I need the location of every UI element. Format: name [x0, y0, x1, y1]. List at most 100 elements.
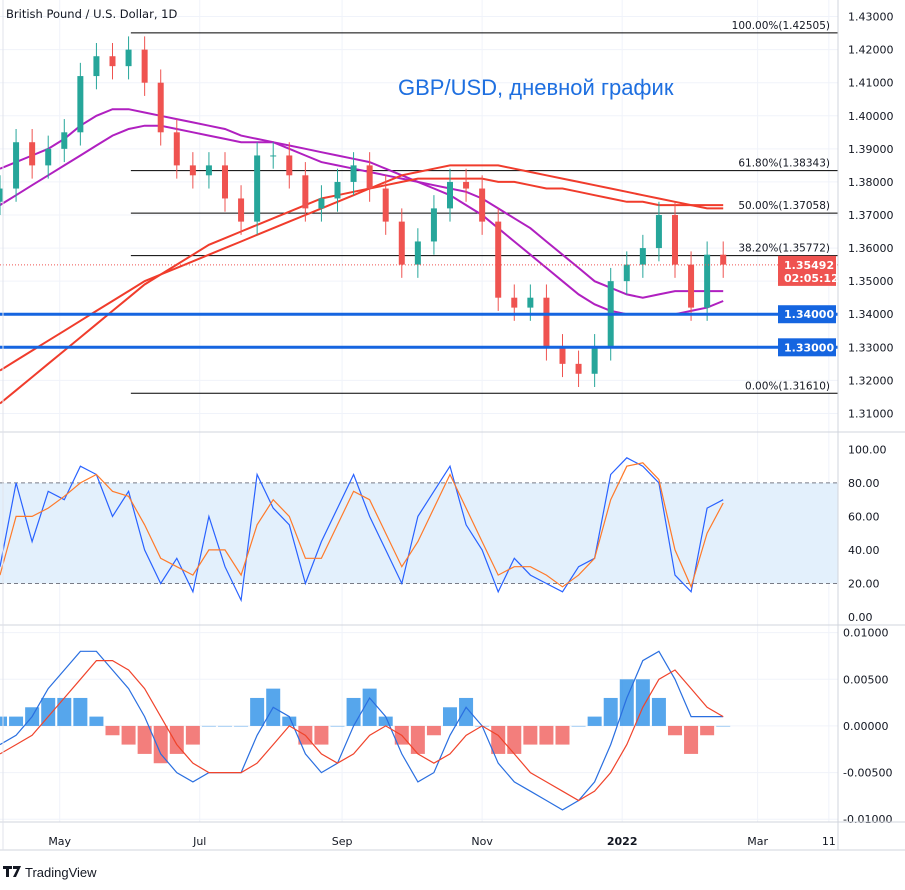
- stoch-axis-label: 0.00: [848, 611, 873, 624]
- axes[interactable]: May Jul Sep Nov 2022 Mar 11 1.43000 1.42000 1.410…: [0, 0, 905, 851]
- price-axis-label: 1.38000: [848, 176, 894, 189]
- candle-body: [414, 241, 421, 265]
- stoch-axis-label: 100.00: [848, 443, 887, 456]
- time-axis-label: Nov: [471, 835, 493, 848]
- macd-histogram-bar: [185, 725, 200, 745]
- time-axis-label: May: [48, 835, 71, 848]
- symbol-title: British Pound / U.S. Dollar, 1D: [6, 7, 177, 21]
- macd-histogram-bar: [667, 725, 682, 736]
- macd-histogram-bar: [507, 725, 522, 754]
- brand-label: TradingView: [25, 865, 97, 880]
- fib-level-label: 100.00%(1.42505): [732, 20, 830, 32]
- stochastic-pane[interactable]: [0, 457, 838, 603]
- level-price-tag: [778, 338, 836, 357]
- candle-body: [238, 198, 245, 222]
- fib-level-label: 0.00%(1.31610): [745, 380, 830, 392]
- price-axis-label: 1.34000: [848, 308, 894, 321]
- candle-body: [446, 181, 453, 209]
- macd-histogram-bar: [603, 697, 618, 726]
- candle-body: [511, 297, 518, 308]
- candle-body: [671, 215, 678, 265]
- tradingview-logo[interactable]: TradingView: [3, 865, 97, 880]
- macd-histogram-bar: [523, 725, 538, 745]
- candle-body: [13, 142, 20, 189]
- last-price-label: 1.35492: [784, 259, 834, 272]
- macd-histogram-bar: [153, 725, 168, 764]
- candle-body: [29, 142, 36, 166]
- macd-axis-label: 0.01000: [843, 627, 889, 640]
- candle-body: [479, 188, 486, 222]
- macd-histogram-bar: [539, 725, 554, 745]
- candle-body: [270, 155, 277, 157]
- macd-histogram-bar: [234, 725, 249, 727]
- candle-body: [77, 76, 84, 133]
- candle-body: [61, 132, 68, 149]
- macd-histogram-bar: [314, 725, 329, 745]
- macd-histogram-bar: [426, 725, 441, 736]
- price-axis-label: 1.40000: [848, 110, 894, 123]
- tradingview-logo-icon: [3, 866, 21, 877]
- price-axis-label: 1.32000: [848, 374, 894, 387]
- stoch-band: [0, 482, 838, 584]
- macd-histogram-bar: [684, 725, 699, 754]
- candle-body: [591, 347, 598, 374]
- macd-histogram-bar: [587, 716, 602, 726]
- moving-average-line: [0, 177, 724, 405]
- candle-body: [430, 208, 437, 242]
- candle-body: [575, 363, 582, 374]
- time-axis-label: Mar: [747, 835, 768, 848]
- macd-histogram-bar: [651, 697, 666, 726]
- macd-histogram-bar: [362, 688, 377, 726]
- candle-body: [141, 49, 148, 83]
- level-price-label: 1.33000: [784, 341, 834, 354]
- candle-body: [559, 347, 566, 364]
- level-price-tag: [778, 305, 836, 324]
- candle-body: [543, 297, 550, 348]
- macd-histogram-bar: [250, 697, 265, 726]
- candle-body: [382, 188, 389, 222]
- price-axis-label: 1.33000: [848, 341, 894, 354]
- price-pane[interactable]: 100.00%(1.42505) 61.80%(1.38343) 50.00%(1.…: [0, 20, 838, 405]
- candle-body: [0, 188, 3, 202]
- time-axis-label: Jul: [192, 835, 206, 848]
- stoch-axis-label: 80.00: [848, 477, 880, 490]
- macd-histogram-bar: [571, 725, 586, 727]
- macd-histogram-bar: [73, 697, 88, 726]
- macd-histogram-bar: [346, 697, 361, 726]
- macd-histogram-bar: [9, 716, 24, 726]
- macd-histogram-bar: [217, 725, 232, 727]
- macd-histogram-bar: [137, 725, 152, 754]
- macd-axis-label: -0.00500: [843, 767, 892, 780]
- price-axis-label: 1.41000: [848, 77, 894, 90]
- candle-body: [254, 155, 261, 222]
- candle-body: [205, 165, 212, 176]
- macd-histogram-bar: [169, 725, 184, 754]
- macd-histogram-bar: [459, 697, 474, 726]
- candle-body: [302, 175, 309, 209]
- price-axis-label: 1.35000: [848, 275, 894, 288]
- macd-histogram-bar: [555, 725, 570, 745]
- candle-body: [93, 56, 100, 77]
- candle-body: [173, 132, 180, 166]
- macd-histogram-bar: [442, 707, 457, 726]
- candle-body: [221, 165, 228, 199]
- time-axis-label: 11: [822, 835, 836, 848]
- candle-body: [720, 254, 727, 265]
- candle-body: [350, 165, 357, 182]
- candle-body: [688, 264, 695, 308]
- macd-pane[interactable]: [0, 650, 731, 811]
- fib-level-label: 38.20%(1.35772): [738, 243, 830, 255]
- candle-body: [463, 181, 470, 189]
- countdown-label: 02:05:12: [784, 272, 839, 285]
- macd-histogram-bar: [105, 725, 120, 736]
- macd-histogram-bar: [410, 725, 425, 754]
- candle-body: [334, 181, 341, 199]
- candle-body: [189, 165, 196, 176]
- candle-body: [398, 221, 405, 265]
- candle-body: [45, 148, 52, 166]
- macd-histogram-bar: [282, 716, 297, 726]
- macd-histogram-bar: [491, 725, 506, 754]
- price-axis-label: 1.37000: [848, 209, 894, 222]
- signal-line: [0, 659, 724, 802]
